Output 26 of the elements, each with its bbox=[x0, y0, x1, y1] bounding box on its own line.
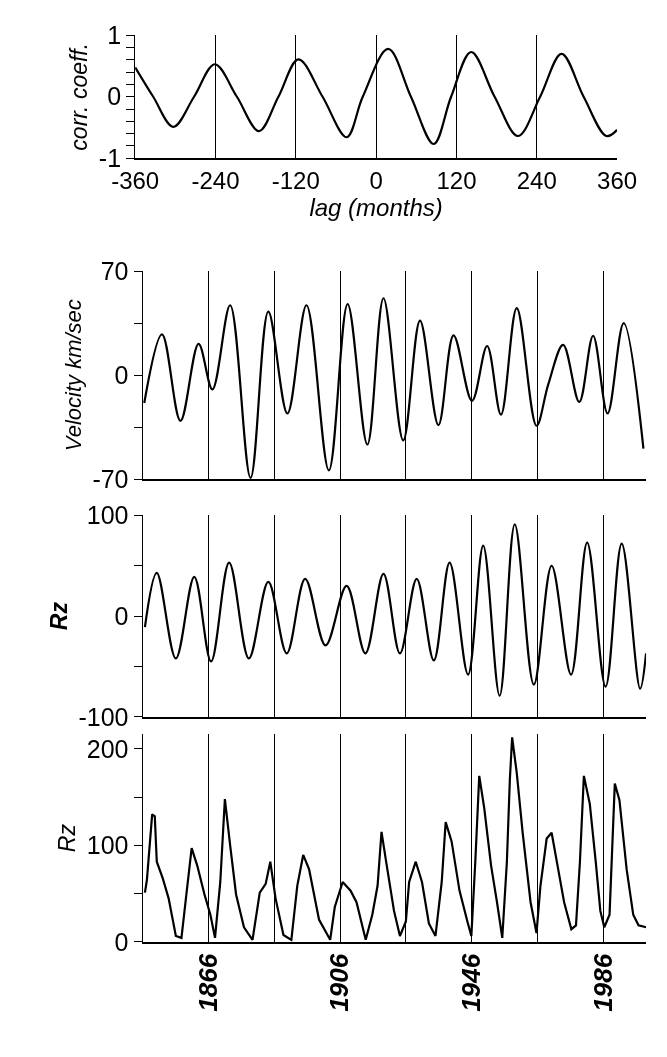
x-tick-label: 1946 bbox=[456, 953, 487, 1012]
y-tick-label: 200 bbox=[86, 734, 129, 763]
x-tick-label: 360 bbox=[597, 166, 638, 194]
y-tick-label: 100 bbox=[86, 501, 129, 530]
x-tick-label: 1986 bbox=[587, 953, 618, 1012]
x-tick-label: 1906 bbox=[324, 953, 355, 1012]
x-axis-title: lag (months) bbox=[309, 193, 443, 221]
y-tick-label: 0 bbox=[114, 927, 129, 956]
y-tick-label: 1 bbox=[107, 21, 122, 50]
y-tick-label: 0 bbox=[114, 360, 129, 389]
y-tick-label: -100 bbox=[78, 702, 129, 731]
y-tick-label: 0 bbox=[114, 601, 129, 630]
y-axis-title: Velocity km/sec bbox=[61, 299, 87, 452]
y-tick-label: -70 bbox=[92, 465, 129, 494]
y-tick-label: 100 bbox=[86, 831, 129, 860]
x-tick-label: 240 bbox=[516, 166, 557, 194]
x-tick-label: -120 bbox=[271, 166, 320, 194]
x-tick-label: -240 bbox=[191, 166, 240, 194]
x-tick-label: 120 bbox=[436, 166, 477, 194]
x-tick-label: 1866 bbox=[192, 953, 223, 1012]
y-axis-title: Rz bbox=[54, 823, 81, 853]
y-tick-label: 70 bbox=[100, 256, 129, 285]
y-axis-title: Rz bbox=[45, 601, 72, 631]
y-tick-label: 0 bbox=[107, 82, 122, 111]
y-axis-title: corr. coeff. bbox=[66, 42, 93, 151]
x-tick-label: 0 bbox=[369, 166, 383, 194]
